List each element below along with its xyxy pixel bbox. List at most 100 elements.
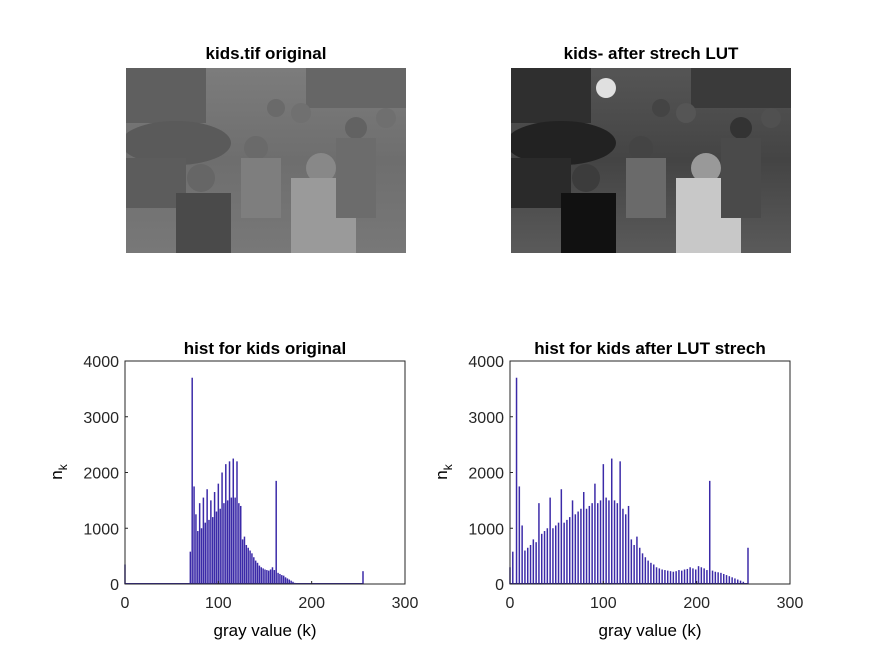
histogram-bar (284, 577, 287, 584)
histogram-bar (526, 547, 529, 584)
histogram-bar (264, 569, 266, 584)
x-tick-label: 0 (121, 595, 130, 612)
histogram-bar (571, 500, 574, 585)
histogram-bar (518, 486, 521, 584)
x-tick-label: 100 (205, 595, 232, 612)
histogram-bar (247, 547, 249, 584)
histogram-bar (282, 575, 285, 584)
histogram-bar (728, 576, 731, 584)
histogram-bar (191, 377, 193, 584)
x-tick-label: 200 (298, 595, 325, 612)
histogram-bar (554, 525, 557, 584)
histogram-bar (725, 575, 728, 584)
bars-group (124, 377, 364, 585)
histogram-bar (549, 497, 551, 584)
x-tick-label: 300 (777, 595, 804, 612)
histogram-bar (577, 511, 579, 584)
histogram-bar (591, 503, 593, 584)
histogram-bar (608, 500, 610, 585)
x-axis-label: gray value (k) (599, 621, 702, 640)
histogram-original: hist for kids original 0 100 200 3000100020… (47, 339, 418, 640)
histogram-bar (273, 570, 276, 584)
histogram-bar (362, 571, 364, 584)
histogram-bar (557, 522, 560, 584)
histogram-bar (524, 550, 526, 584)
histogram-bar (722, 573, 725, 584)
histogram-bar (538, 503, 540, 584)
histogram-bar (700, 567, 703, 584)
histogram-bar (627, 505, 630, 584)
histogram-bar (661, 569, 663, 584)
y-tick-label: 3000 (83, 410, 119, 427)
histogram-bar (219, 508, 221, 584)
histogram-bar (672, 571, 675, 584)
histogram-bar (292, 581, 294, 584)
histogram-bar (254, 560, 257, 584)
histogram-bar (647, 560, 649, 584)
histogram-bar (683, 569, 686, 584)
histogram-bar (189, 551, 192, 584)
histogram-bar (275, 480, 277, 584)
bars-group (509, 377, 749, 585)
histogram-bar (736, 579, 739, 584)
histogram-bar (697, 566, 700, 584)
histogram-bar (253, 557, 255, 584)
histogram-bar (706, 570, 708, 584)
histogram-bar (243, 536, 246, 584)
histogram-bar (543, 531, 546, 584)
histogram-bar (228, 461, 231, 584)
histogram-bar (560, 489, 563, 584)
histogram-bar (535, 542, 537, 584)
y-tick-label: 1000 (83, 521, 119, 538)
histogram-bar (731, 577, 733, 584)
histogram-bar (636, 536, 638, 584)
histogram-bar (288, 579, 291, 584)
histogram-bar (213, 492, 216, 584)
histogram-bar (230, 497, 233, 584)
histogram-bar (210, 500, 212, 585)
histogram-bar (610, 458, 613, 584)
histogram-bar (717, 572, 719, 584)
histogram-bar (669, 571, 672, 584)
y-tick-label: 2000 (83, 466, 119, 483)
histogram-bar (221, 472, 223, 584)
histogram-bar (599, 500, 602, 585)
histogram-bar (546, 528, 549, 584)
histogram-bar (256, 562, 259, 584)
histogram-bar (689, 567, 691, 584)
histogram-bar (605, 497, 607, 584)
y-tick-label: 1000 (468, 521, 504, 538)
histogram-bar (226, 500, 229, 585)
histogram-bar (267, 570, 270, 584)
y-tick-label: 2000 (468, 466, 504, 483)
histogram-bar (582, 492, 585, 584)
histogram-bar (664, 570, 666, 584)
histogram-bar (711, 570, 714, 584)
histogram-bar (652, 564, 655, 584)
histogram-bar (580, 508, 582, 584)
histogram-bar (286, 578, 289, 584)
histogram-bar (655, 567, 658, 584)
histogram-bar (734, 578, 736, 584)
histogram-bar (277, 572, 279, 584)
histogram-bar (714, 571, 717, 584)
histogram-bar (197, 531, 199, 584)
histogram-bar (622, 508, 624, 584)
histogram-bar (262, 568, 264, 584)
histogram-bar (680, 570, 683, 584)
y-axis-label: nk (432, 463, 455, 479)
histogram-bar (540, 533, 543, 584)
y-tick-label: 4000 (468, 354, 504, 371)
histogram-bar (260, 567, 263, 584)
histogram-bar (266, 570, 268, 584)
histogram-bar (249, 550, 251, 584)
histogram-bar (521, 525, 523, 584)
histogram-bar (236, 461, 238, 584)
histogram-bar (251, 553, 253, 584)
histogram-bar (686, 568, 689, 584)
y-axis-label: nk (47, 463, 70, 479)
y-tick-label: 0 (495, 577, 504, 594)
histogram-bar (258, 565, 261, 584)
x-tick-label: 300 (392, 595, 419, 612)
